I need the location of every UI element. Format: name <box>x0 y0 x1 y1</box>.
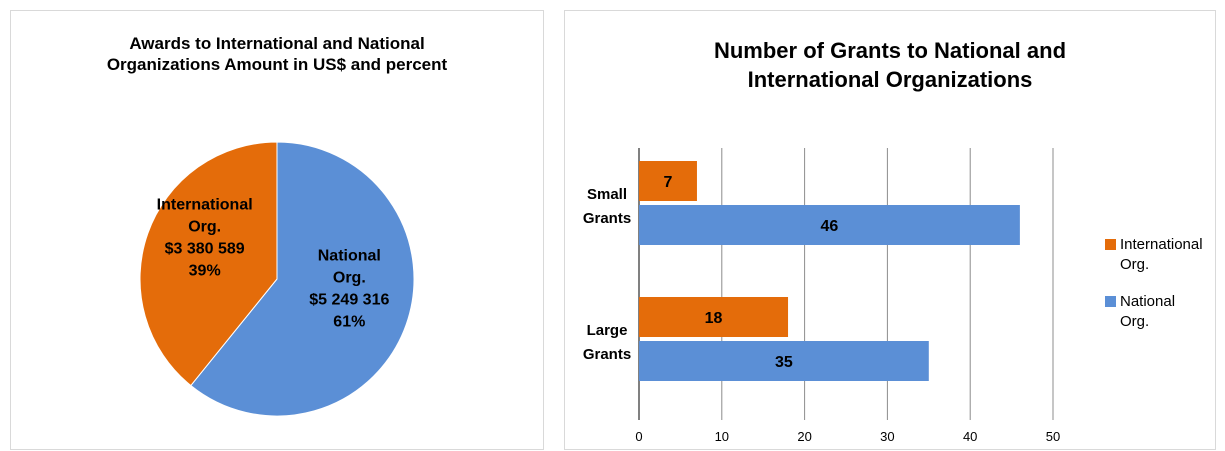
pie-slice-national <box>190 141 415 417</box>
x-tick-label: 50 <box>1046 429 1060 444</box>
legend-label-national: National Org. <box>1120 293 1176 330</box>
bar-chart: 0 10 20 30 40 50 7 46 Small Grants 18 35 Large Grants <box>583 148 1060 444</box>
bar-international <box>639 297 789 337</box>
bar-national <box>639 341 929 381</box>
category-label: Small Grants <box>583 186 631 227</box>
x-tick-label: 10 <box>715 429 729 444</box>
bar-chart-panel: Number of Grants to National and Interna… <box>564 10 1216 450</box>
bar-chart-legend: International Org. National Org. <box>1105 235 1203 349</box>
legend-swatch-international <box>1105 239 1116 250</box>
pie-label-international: International Org. $3 380 589 39% <box>157 196 253 279</box>
bar-value-label: 35 <box>775 354 793 371</box>
x-tick-label: 40 <box>963 429 977 444</box>
x-tick-label: 30 <box>880 429 894 444</box>
legend-item-international: International Org. <box>1105 235 1203 274</box>
x-tick-label: 0 <box>635 429 642 444</box>
bar-value-label: 7 <box>664 174 673 191</box>
pie-chart: National Org. $5 249 316 61% International Or… <box>139 141 415 417</box>
legend-item-national: National Org. <box>1105 292 1203 331</box>
pie-chart-title: Awards to International and National Org… <box>106 34 448 75</box>
legend-label-international: International Org. <box>1120 236 1203 273</box>
pie-label-national: National Org. $5 249 316 61% <box>309 248 389 331</box>
bar-value-label: 18 <box>705 310 723 327</box>
legend-swatch-national <box>1105 296 1116 307</box>
bar-international <box>639 161 697 201</box>
pie-slice-international <box>139 141 278 387</box>
category-label: Large Grants <box>583 322 631 363</box>
bar-national <box>639 205 1020 245</box>
bar-chart-title: Number of Grants to National and Interna… <box>713 38 1067 92</box>
bar-value-label: 46 <box>821 218 839 235</box>
x-tick-label: 20 <box>797 429 811 444</box>
pie-chart-panel: Awards to International and National Org… <box>10 10 544 450</box>
